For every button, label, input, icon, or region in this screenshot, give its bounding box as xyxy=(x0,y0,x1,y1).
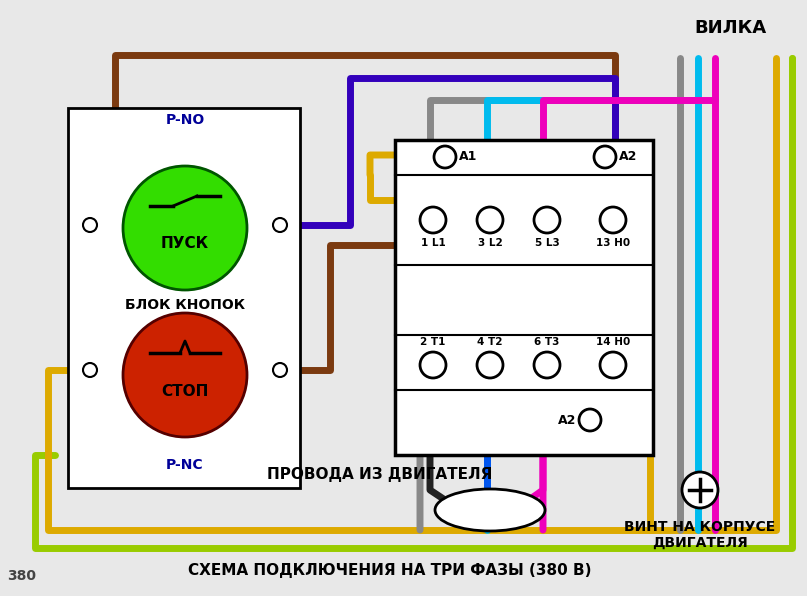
Text: 1 L1: 1 L1 xyxy=(420,238,445,248)
Text: 3 L2: 3 L2 xyxy=(478,238,503,248)
Circle shape xyxy=(420,352,446,378)
Circle shape xyxy=(434,146,456,168)
Text: 380: 380 xyxy=(7,569,36,583)
Text: БЛОК КНОПОК: БЛОК КНОПОК xyxy=(125,298,245,312)
Text: 5 L3: 5 L3 xyxy=(534,238,559,248)
Circle shape xyxy=(273,363,287,377)
Circle shape xyxy=(600,352,626,378)
Text: 14 H0: 14 H0 xyxy=(596,337,630,347)
Text: P-NO: P-NO xyxy=(165,113,205,127)
Circle shape xyxy=(83,218,97,232)
Circle shape xyxy=(123,313,247,437)
Text: 13 H0: 13 H0 xyxy=(596,238,630,248)
Text: A2: A2 xyxy=(558,414,576,427)
Circle shape xyxy=(594,146,616,168)
FancyBboxPatch shape xyxy=(68,108,300,488)
Circle shape xyxy=(534,352,560,378)
Text: 2 T1: 2 T1 xyxy=(420,337,445,347)
FancyBboxPatch shape xyxy=(395,140,653,455)
Text: 4 T2: 4 T2 xyxy=(477,337,503,347)
Text: 6 T3: 6 T3 xyxy=(534,337,560,347)
Text: СХЕМА ПОДКЛЮЧЕНИЯ НА ТРИ ФАЗЫ (380 В): СХЕМА ПОДКЛЮЧЕНИЯ НА ТРИ ФАЗЫ (380 В) xyxy=(188,563,592,578)
Circle shape xyxy=(123,166,247,290)
Text: ПРОВОДА ИЗ ДВИГАТЕЛЯ: ПРОВОДА ИЗ ДВИГАТЕЛЯ xyxy=(267,467,493,483)
Circle shape xyxy=(477,207,503,233)
Circle shape xyxy=(579,409,601,431)
Text: ВИНТ НА КОРПУСЕ
ДВИГАТЕЛЯ: ВИНТ НА КОРПУСЕ ДВИГАТЕЛЯ xyxy=(625,520,776,550)
Text: СТОП: СТОП xyxy=(161,383,209,399)
Circle shape xyxy=(420,207,446,233)
Ellipse shape xyxy=(435,489,545,531)
Circle shape xyxy=(273,218,287,232)
Text: A1: A1 xyxy=(459,151,478,163)
Circle shape xyxy=(534,207,560,233)
Circle shape xyxy=(477,352,503,378)
Text: ВИЛКА: ВИЛКА xyxy=(694,19,766,37)
Circle shape xyxy=(600,207,626,233)
Circle shape xyxy=(682,472,718,508)
Text: ПУСК: ПУСК xyxy=(161,237,209,252)
Text: P-NC: P-NC xyxy=(166,458,204,472)
Circle shape xyxy=(83,363,97,377)
Text: A2: A2 xyxy=(619,151,638,163)
